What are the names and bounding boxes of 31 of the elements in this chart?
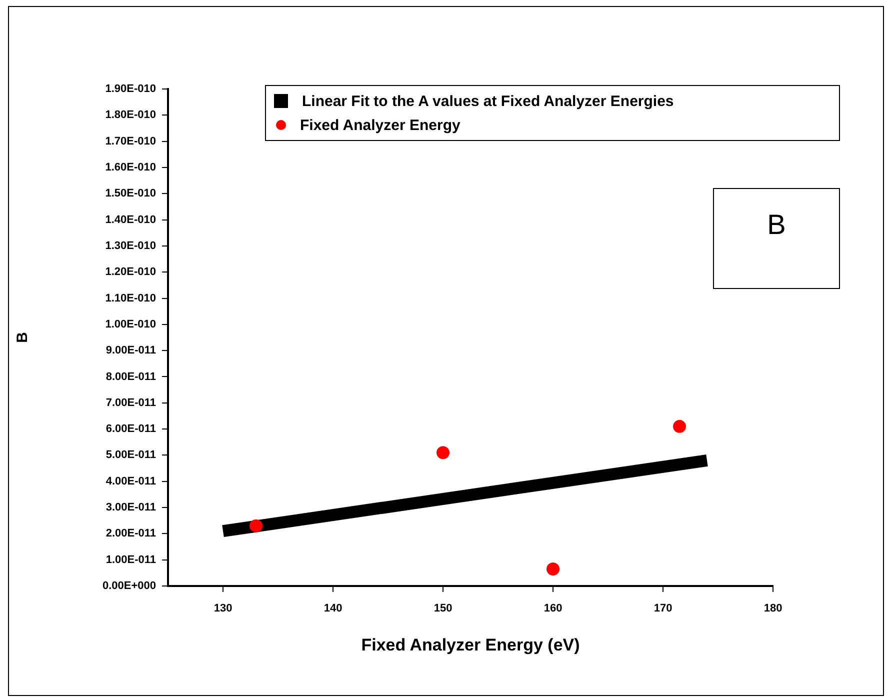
- y-axis-title: B: [14, 332, 32, 343]
- y-tick-label: 4.00E-011: [106, 475, 156, 488]
- y-tick-label: 1.60E-010: [105, 162, 156, 174]
- legend-label: Fixed Analyzer Energy: [300, 116, 460, 134]
- x-tick-label: 150: [434, 602, 452, 615]
- y-tick-label: 3.00E-011: [106, 502, 156, 514]
- y-tick-label: 2.00E-011: [106, 528, 156, 540]
- legend-label: Linear Fit to the A values at Fixed Analyzer Energies: [302, 92, 674, 110]
- y-tick-label: 1.90E-010: [105, 83, 156, 96]
- y-tick-label: 7.00E-011: [106, 396, 156, 409]
- y-tick-label: 5.00E-011: [106, 449, 156, 462]
- x-tick-label: 180: [764, 602, 782, 615]
- y-tick-label: 1.50E-010: [105, 188, 156, 200]
- x-tick-label: 140: [324, 602, 342, 615]
- panel-label-box: B: [713, 188, 840, 289]
- x-axis-title: Fixed Analyzer Energy (eV): [361, 635, 580, 654]
- x-tick-label: 170: [654, 602, 672, 615]
- y-tick-label: 1.30E-010: [105, 240, 156, 252]
- y-tick-label: 1.10E-010: [105, 292, 156, 304]
- x-tick-label: 130: [214, 602, 232, 615]
- y-tick-label: 9.00E-011: [106, 344, 156, 357]
- y-tick-label: 8.00E-011: [106, 370, 156, 383]
- y-tick-label: 1.80E-010: [105, 109, 156, 122]
- y-tick-label: 1.00E-011: [106, 554, 156, 566]
- x-tick-label: 160: [544, 602, 562, 615]
- y-tick-label: 1.40E-010: [105, 214, 156, 226]
- y-tick-label: 0.00E+000: [102, 580, 156, 592]
- y-tick-label: 1.70E-010: [105, 135, 156, 148]
- y-tick-label: 1.20E-010: [105, 266, 156, 278]
- y-tick-label: 1.00E-010: [105, 318, 156, 330]
- y-tick-label: 6.00E-011: [106, 423, 156, 436]
